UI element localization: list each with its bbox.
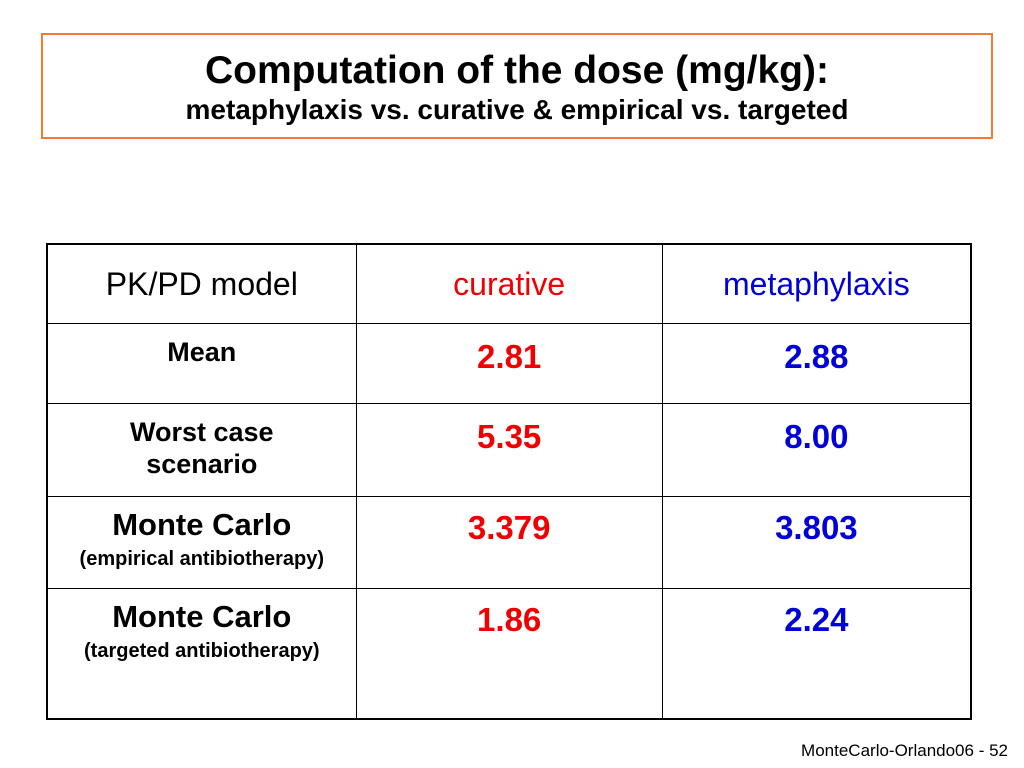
header-metaphylaxis: metaphylaxis — [661, 243, 972, 324]
table-row: Monte Carlo (targeted antibiotherapy) 1.… — [46, 588, 972, 720]
row-label: Monte Carlo (empirical antibiotherapy) — [46, 496, 357, 589]
table-header-row: PK/PD model curative metaphylaxis — [46, 243, 972, 324]
dose-table: PK/PD model curative metaphylaxis Mean 2… — [46, 243, 972, 720]
slide-footer: MonteCarlo-Orlando06 - 52 — [801, 741, 1008, 760]
page-subtitle: metaphylaxis vs. curative & empirical vs… — [185, 94, 849, 125]
metaphylaxis-value: 3.803 — [661, 496, 972, 589]
curative-value: 2.81 — [355, 323, 663, 404]
page-title: Computation of the dose (mg/kg): — [205, 49, 829, 92]
table-row: Worst case scenario 5.35 8.00 — [46, 403, 972, 497]
row-sublabel: (empirical antibiotherapy) — [79, 548, 325, 570]
row-sublabel: (targeted antibiotherapy) — [84, 640, 320, 662]
header-curative: curative — [355, 243, 663, 324]
table-row: Mean 2.81 2.88 — [46, 323, 972, 404]
title-box: Computation of the dose (mg/kg): metaphy… — [41, 33, 993, 139]
metaphylaxis-value: 8.00 — [661, 403, 972, 497]
curative-value: 5.35 — [355, 403, 663, 497]
row-label: Mean — [46, 323, 357, 404]
row-label: Monte Carlo (targeted antibiotherapy) — [46, 588, 357, 720]
row-label: Worst case scenario — [46, 403, 357, 497]
header-model: PK/PD model — [46, 243, 357, 324]
curative-value: 3.379 — [355, 496, 663, 589]
metaphylaxis-value: 2.88 — [661, 323, 972, 404]
curative-value: 1.86 — [355, 588, 663, 720]
metaphylaxis-value: 2.24 — [661, 588, 972, 720]
table-row: Monte Carlo (empirical antibiotherapy) 3… — [46, 496, 972, 589]
